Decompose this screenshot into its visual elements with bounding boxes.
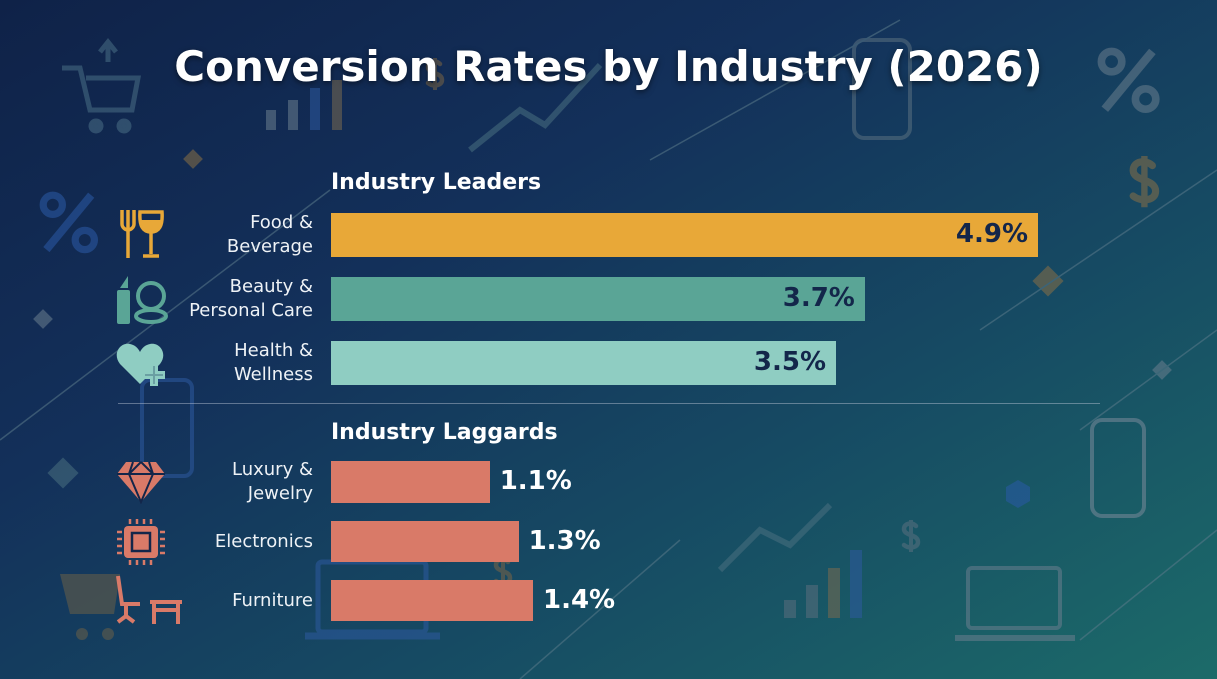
shopping-cart-icon [62,37,142,134]
bar [331,461,490,503]
bar [331,521,519,562]
percent-icon [43,195,94,249]
diamond-icon [117,461,165,504]
category-label-line: Wellness [233,364,313,385]
category-label-line: Personal Care [189,300,313,321]
microchip-icon [117,519,165,565]
category-label: Health & Wellness [93,339,313,387]
category-label-line: Jewelry [247,483,313,504]
value-label: 4.9% [955,219,1028,249]
category-label: Electronics [93,530,313,554]
fork-wine-glass-icon [120,210,164,258]
bar [331,341,836,385]
category-label-line: Health & [234,340,313,361]
category-label-line: Beauty & [229,276,313,297]
section-heading-leaders: Industry Leaders [331,170,542,195]
heart-plus-icon [116,343,165,386]
bar-chart-icon [266,80,342,130]
category-label-line: Furniture [232,589,313,611]
bar [331,277,865,321]
dollar-icon [1133,156,1155,207]
category-label-line: Electronics [214,530,313,552]
lipstick-compact-icon [117,276,168,324]
category-label: Luxury & Jewelry [93,458,313,506]
category-label: Food & Beverage [93,211,313,259]
value-label: 3.7% [782,283,855,313]
category-label: Beauty & Personal Care [93,275,313,323]
value-label: 3.5% [753,347,826,377]
section-heading-laggards: Industry Laggards [331,420,558,445]
value-label: 1.3% [528,525,601,556]
category-label-line: Food & [250,212,313,233]
value-label: 1.1% [499,466,572,496]
section-divider [118,403,1100,404]
value-label: 1.4% [543,584,616,615]
category-label-line: Luxury & [232,459,313,480]
category-label: Furniture [93,589,313,613]
bar [331,580,533,621]
trend-arrow-icon [468,62,603,153]
dollar-icon [904,520,918,552]
chair-desk-icon [116,575,182,624]
bar [331,213,1038,257]
phone-icon [852,38,912,140]
category-label-line: Beverage [226,236,313,257]
chart-title: Conversion Rates by Industry (2026) [174,42,1043,91]
